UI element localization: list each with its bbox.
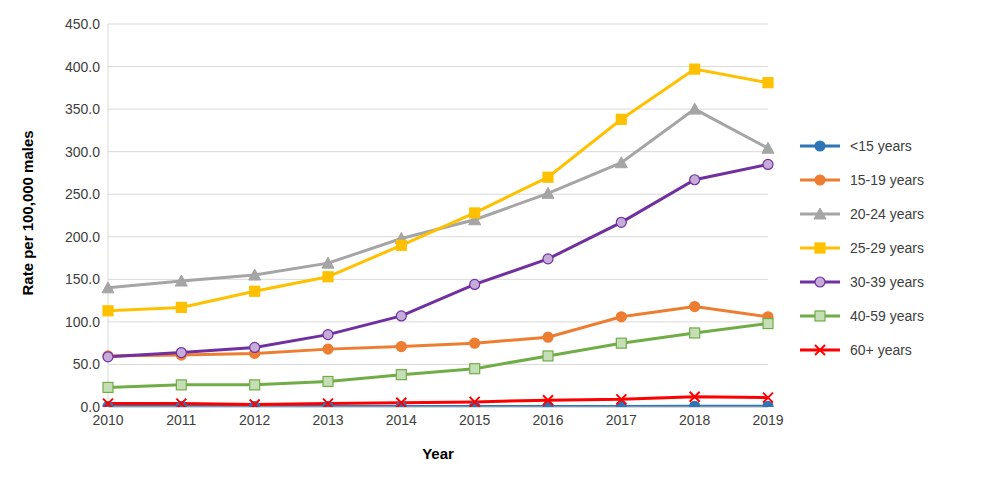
svg-text:2015: 2015 — [459, 412, 490, 428]
svg-text:2013: 2013 — [312, 412, 343, 428]
svg-text:400.0: 400.0 — [65, 59, 100, 75]
html-text:30-39 years: 30-39 years — [850, 273, 924, 290]
html-text:60+ years: 60+ years — [850, 341, 912, 358]
svg-text:2010: 2010 — [92, 411, 124, 428]
svg-text:50.0: 50.0 — [73, 356, 100, 372]
svg-text:Year: Year — [422, 445, 454, 462]
html-text:15-19 years: 15-19 years — [850, 171, 924, 188]
svg-text:350.0: 350.0 — [65, 101, 100, 117]
svg-text:450.0: 450.0 — [65, 16, 100, 32]
svg-text:Rate per 100,000 males: Rate per 100,000 males — [19, 130, 36, 295]
html-text:40-59 years: 40-59 years — [850, 307, 924, 324]
svg-text:2017: 2017 — [606, 412, 637, 428]
svg-text:2011: 2011 — [166, 412, 196, 428]
html-text:20-24 years: 20-24 years — [850, 205, 924, 222]
svg-text:100.0: 100.0 — [65, 314, 100, 330]
html-text:<15 years: <15 years — [850, 137, 912, 154]
svg-text:2016: 2016 — [532, 412, 563, 428]
svg-text:2014: 2014 — [386, 412, 417, 428]
svg-text:200.0: 200.0 — [65, 229, 100, 245]
svg-text:150.0: 150.0 — [65, 271, 100, 287]
svg-text:2018: 2018 — [679, 412, 710, 428]
svg-text:2019: 2019 — [752, 412, 783, 428]
html-text:25-29 years: 25-29 years — [850, 239, 924, 256]
svg-text:2012: 2012 — [239, 412, 270, 428]
svg-text:300.0: 300.0 — [65, 144, 100, 160]
svg-text:250.0: 250.0 — [65, 186, 100, 202]
svg-text:0.0: 0.0 — [81, 399, 101, 415]
